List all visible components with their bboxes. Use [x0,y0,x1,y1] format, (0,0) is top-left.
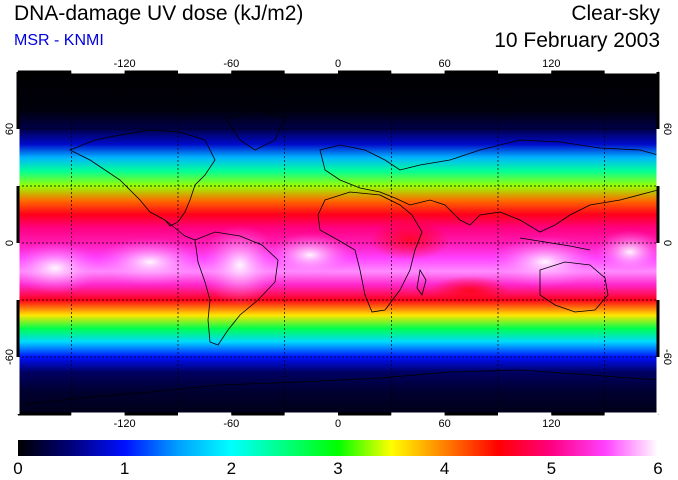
coastline-africa [317,191,423,313]
colorbar-tick-label: 0 [13,459,23,478]
colorbar-tick-label: 4 [439,459,450,478]
coastline-australia [539,261,609,313]
dose-hotspot-pacific-far-west [595,230,658,274]
colorbar-tick-label: 2 [226,459,237,478]
dose-band-africa [370,220,450,260]
uv-dose-field [18,72,658,414]
coastline-north-america [69,129,216,227]
colorbar-tick-label: 1 [119,459,130,478]
lon-tick-label-bottom: 0 [335,418,341,430]
dose-hotspot-atlantic [265,233,355,277]
lon-tick-label-top: -60 [223,58,239,70]
source-label: MSR - KNMI [14,32,104,49]
lon-tick-label-top: 60 [439,58,451,70]
coastlines [18,109,658,406]
coastline-madagascar [416,268,427,296]
map-date: 10 February 2003 [494,29,660,52]
coastline-europe-asia [319,139,658,233]
graticule [18,72,658,414]
lon-tick-label-bottom: -120 [114,418,136,430]
lon-tick-label-bottom: -60 [223,418,239,430]
axis-labels: -120 -120 -60 -60 0 0 60 60 120 120 60 60 0 0 -60 -60 [4,58,673,430]
colorbar-tick-label: 6 [653,459,663,478]
dose-band-indian-ocean [430,276,510,304]
lon-tick-label-bottom: 60 [439,418,451,430]
lat-tick-label-right: 60 [661,123,673,135]
lon-tick-label-bottom: 120 [542,418,560,430]
dose-hotspot-south-america [200,225,280,305]
colorbar [18,440,658,456]
coastline-antarctica [18,369,658,406]
lon-tick-label-top: -120 [114,58,136,70]
lat-tick-label-left: -60 [4,349,16,365]
lon-tick-label-top: 120 [542,58,560,70]
coastline-south-america [194,231,279,346]
dose-hotspot-pacific-west [18,242,101,294]
lon-tick-label-top: 0 [335,58,341,70]
dose-hotspot-australia-north [490,236,600,288]
lat-tick-label-right: 0 [661,240,673,246]
colorbar-tick-label: 3 [333,459,343,478]
sky-condition: Clear-sky [571,2,660,25]
frame-tick-marks [16,70,660,416]
lat-tick-label-left: 0 [4,240,16,246]
colorbar-tick-label: 5 [546,459,557,478]
map-title: DNA-damage UV dose (kJ/m2) [14,2,304,25]
lat-tick-label-left: 60 [4,123,16,135]
coastline-indonesia [519,237,591,251]
lat-tick-label-right: -60 [661,349,673,365]
coastline-greenland [224,109,286,151]
coastline-central-america [164,219,196,241]
dose-hotspot-pacific-east [95,238,205,286]
